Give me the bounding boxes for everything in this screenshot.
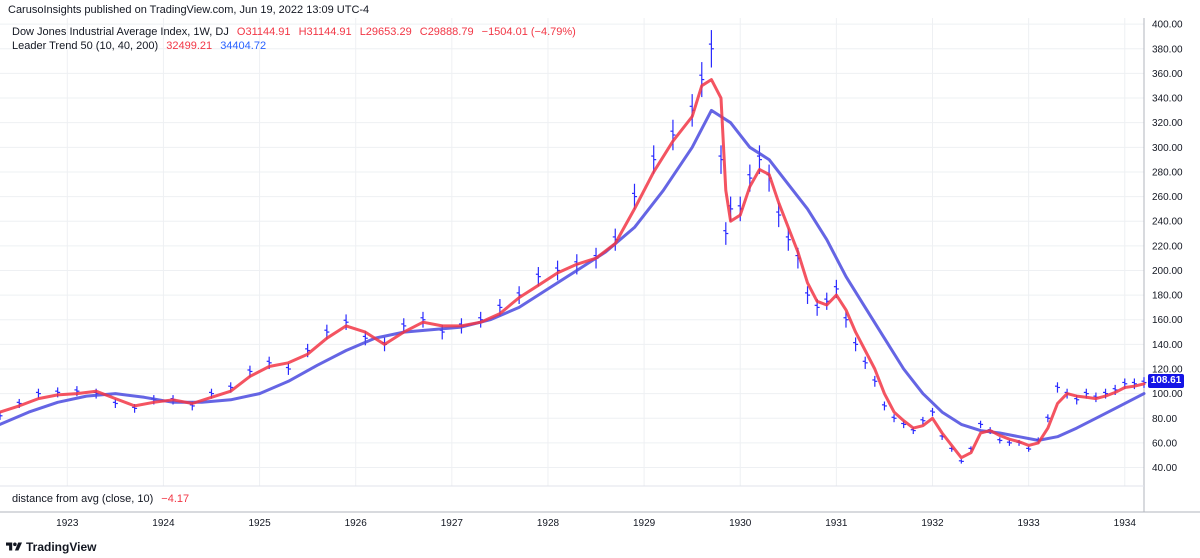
- moving-averages: [0, 78, 1146, 460]
- publish-header: CarusoInsights published on TradingView.…: [0, 0, 1200, 20]
- y-tick-label: 160.00: [1152, 315, 1183, 326]
- x-tick-label: 1930: [729, 518, 752, 529]
- x-tick-label: 1924: [152, 518, 175, 529]
- y-tick-label: 360.00: [1152, 69, 1183, 80]
- y-tick-label: 60.00: [1152, 438, 1177, 449]
- x-tick-label: 1933: [1018, 518, 1041, 529]
- x-tick-label: 1923: [56, 518, 79, 529]
- close-value: C29888.79: [419, 26, 474, 38]
- time-axis[interactable]: 1923 1924 1925 1926 1927 1928 1929 1930 1931 1932…: [56, 518, 1136, 529]
- y-tick-label: 80.00: [1152, 414, 1177, 425]
- x-tick-label: 1925: [248, 518, 271, 529]
- y-tick-label: 220.00: [1152, 241, 1183, 252]
- price-axis[interactable]: 40.00 60.00 80.00 100.00 120.00 140.00 160.00 1…: [1152, 20, 1183, 474]
- x-tick-label: 1928: [537, 518, 560, 529]
- tradingview-brand: TradingView: [26, 540, 97, 554]
- long-moving-average-line: [0, 108, 1146, 442]
- low-value: L29653.29: [359, 26, 412, 38]
- y-tick-label: 120.00: [1152, 365, 1183, 376]
- y-tick-label: 400.00: [1152, 20, 1183, 31]
- footer: TradingView: [0, 538, 1200, 558]
- y-tick-label: 340.00: [1152, 94, 1183, 105]
- y-tick-label: 380.00: [1152, 44, 1183, 55]
- indicator-title[interactable]: Leader Trend 50 (10, 40, 200): [12, 40, 159, 52]
- main-series-legend[interactable]: Dow Jones Industrial Average Index, 1W, …: [12, 26, 581, 38]
- indicator-value-blue: 34404.72: [220, 40, 267, 52]
- y-tick-label: 300.00: [1152, 143, 1183, 154]
- indicator-value-red: 32499.21: [166, 40, 213, 52]
- y-tick-label: 40.00: [1152, 463, 1177, 474]
- y-tick-label: 320.00: [1152, 118, 1183, 129]
- y-tick-label: 140.00: [1152, 340, 1183, 351]
- x-tick-label: 1932: [921, 518, 944, 529]
- y-tick-label: 200.00: [1152, 266, 1183, 277]
- lower-indicator-legend[interactable]: distance from avg (close, 10) −4.17: [12, 493, 189, 505]
- x-tick-label: 1931: [825, 518, 848, 529]
- y-tick-label: 280.00: [1152, 167, 1183, 178]
- indicator-legend[interactable]: Leader Trend 50 (10, 40, 200) 32499.21 3…: [12, 40, 271, 52]
- y-tick-label: 180.00: [1152, 291, 1183, 302]
- last-price-tag: 108.61: [1148, 374, 1184, 388]
- lower-indicator-value: −4.17: [161, 493, 190, 505]
- x-tick-label: 1926: [345, 518, 368, 529]
- tradingview-logo-icon: [6, 542, 22, 551]
- change-value: −1504.01 (−4.79%): [481, 26, 576, 38]
- grid-lines: [0, 18, 1144, 486]
- open-value: O31144.91: [236, 26, 291, 38]
- y-tick-label: 100.00: [1152, 389, 1183, 400]
- x-tick-label: 1934: [1114, 518, 1137, 529]
- publish-info-text: CarusoInsights published on TradingView.…: [8, 4, 370, 16]
- y-tick-label: 240.00: [1152, 217, 1183, 228]
- lower-indicator-title[interactable]: distance from avg (close, 10): [12, 493, 154, 505]
- x-tick-label: 1927: [441, 518, 464, 529]
- y-tick-label: 260.00: [1152, 192, 1183, 203]
- short-moving-average-line: [0, 78, 1146, 460]
- symbol-title[interactable]: Dow Jones Industrial Average Index, 1W, …: [12, 26, 229, 38]
- high-value: H31144.91: [298, 26, 352, 38]
- x-tick-label: 1929: [633, 518, 656, 529]
